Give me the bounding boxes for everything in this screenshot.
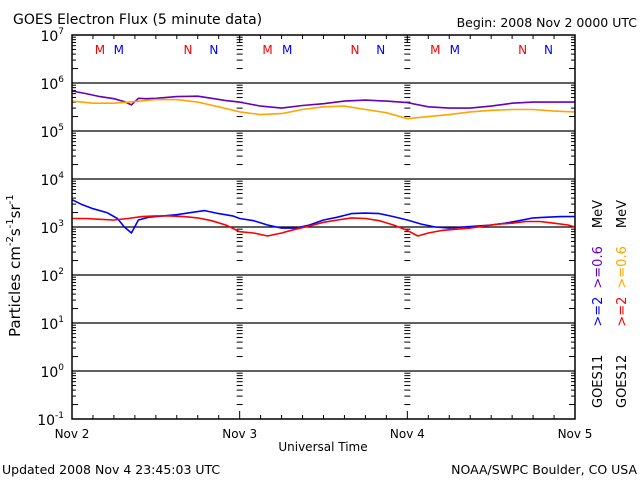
legend-unit: MeV (615, 200, 630, 228)
series-line-4 (72, 215, 576, 237)
plot-frame (71, 34, 576, 420)
x-tick-label: Nov 2 (55, 427, 90, 441)
event-marker: M (282, 43, 292, 57)
y-axis-label-exp2: -1 (5, 218, 16, 228)
y-tick-label: 103 (40, 219, 64, 237)
series-group (71, 90, 576, 237)
y-tick-label: 102 (40, 267, 64, 285)
legend-high-energy: >=0.6 (591, 246, 606, 288)
legend-satellite: GOES11 (591, 355, 606, 408)
legend-low-energy: >=2 (615, 297, 630, 327)
y-axis-label-base: Particles cm (6, 246, 24, 337)
event-marker: N (350, 43, 359, 57)
series-line-1 (71, 90, 575, 109)
y-tick-exp: 2 (58, 267, 64, 277)
event-marker: M (450, 43, 460, 57)
y-axis-label-sr: sr (6, 204, 24, 219)
y-tick-label: 10-1 (37, 411, 64, 429)
event-marker: N (376, 43, 385, 57)
y-tick-base: 10 (40, 173, 58, 189)
legend-entry-goes11: GOES11 >=2 >=0.6 MeV (591, 200, 606, 408)
y-tick-exp: 6 (58, 75, 64, 85)
y-tick-exp: 0 (58, 363, 64, 373)
y-tick-label: 105 (40, 123, 64, 141)
x-tick-label: Nov 5 (558, 427, 593, 441)
legend-low-energy: >=2 (591, 297, 606, 327)
y-tick-label: 101 (40, 315, 64, 333)
legend-high-energy: >=0.6 (615, 246, 630, 288)
grid-lines (72, 82, 575, 372)
y-tick-base: 10 (37, 413, 55, 429)
series-line-2 (71, 98, 576, 120)
y-tick-base: 10 (40, 269, 58, 285)
y-tick-exp: 1 (58, 315, 64, 325)
event-marker: M (262, 43, 272, 57)
y-axis-label: Particles cm-2s-1sr-1 (5, 194, 24, 337)
x-tick-label: Nov 4 (390, 427, 425, 441)
chart-title: GOES Electron Flux (5 minute data) (13, 12, 262, 28)
event-marker: M (430, 43, 440, 57)
y-tick-label: 106 (40, 75, 64, 93)
x-tick-label: Nov 3 (222, 427, 257, 441)
legend-unit: MeV (591, 200, 606, 228)
y-tick-exp: 7 (58, 27, 64, 37)
event-marker: N (544, 43, 553, 57)
event-marker: M (95, 43, 105, 57)
y-tick-base: 10 (40, 77, 58, 93)
y-tick-exp: 3 (58, 219, 64, 229)
legend-satellite: GOES12 (615, 355, 630, 408)
y-tick-base: 10 (40, 125, 58, 141)
y-tick-base: 10 (40, 29, 58, 45)
credit-label: NOAA/SWPC Boulder, CO USA (451, 462, 637, 477)
y-tick-base: 10 (40, 365, 58, 381)
y-axis-label-s: s (6, 228, 24, 236)
y-axis-label-exp1: -2 (5, 236, 16, 246)
legend-entry-goes12: GOES12 >=2 >=0.6 MeV (615, 200, 630, 408)
event-marker: N (518, 43, 527, 57)
updated-timestamp: Updated 2008 Nov 4 23:45:03 UTC (2, 462, 220, 477)
event-marker: M (114, 43, 124, 57)
y-tick-label: 100 (40, 363, 64, 381)
x-axis-label: Universal Time (278, 440, 367, 454)
event-marker: N (209, 43, 218, 57)
y-tick-label: 104 (40, 171, 64, 189)
y-tick-base: 10 (40, 317, 58, 333)
y-tick-base: 10 (40, 221, 58, 237)
y-tick-exp: 5 (58, 123, 64, 133)
legend: GOES11 >=2 >=0.6 MeV GOES12 >=2 >=0.6 MeV (591, 200, 630, 408)
y-tick-exp: 4 (58, 171, 64, 181)
x-tick-labels: Nov 2 Nov 3 Nov 4 Nov 5 (55, 427, 593, 441)
y-tick-label: 107 (40, 27, 64, 45)
y-axis-label-exp3: -1 (5, 194, 16, 204)
y-tick-exp: -1 (55, 411, 64, 421)
begin-label: Begin: 2008 Nov 2 0000 UTC (457, 15, 638, 30)
event-marker: N (183, 43, 192, 57)
